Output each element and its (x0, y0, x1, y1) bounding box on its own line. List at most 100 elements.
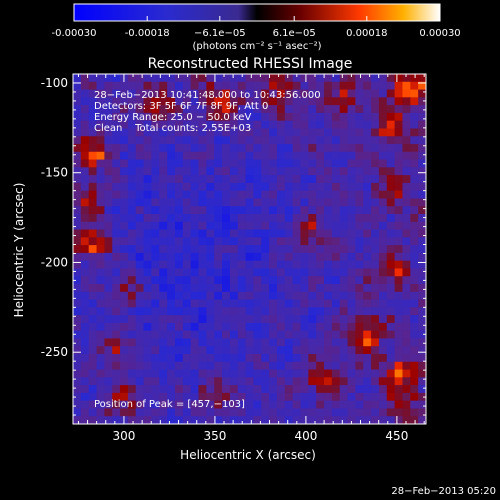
heatmap-cell (174, 346, 184, 355)
heatmap-cell (73, 385, 82, 394)
heatmap-cell (104, 260, 113, 269)
heatmap-cell (229, 159, 239, 168)
heatmap-cell (190, 361, 199, 370)
heatmap-cell (174, 105, 184, 114)
heatmap-cell (104, 315, 113, 324)
heatmap-cell (308, 198, 317, 207)
heatmap-cell (174, 284, 184, 293)
heatmap-cell (316, 159, 325, 168)
heatmap-cell (229, 167, 239, 176)
heatmap-cell (402, 377, 411, 386)
heatmap-cell (135, 284, 144, 293)
heatmap-cell (284, 214, 294, 223)
heatmap-cell (386, 400, 396, 409)
heatmap-cell (269, 416, 278, 424)
heatmap-cell (73, 221, 82, 230)
heatmap-cell (339, 229, 348, 238)
heatmap-cell (363, 182, 372, 192)
heatmap-cell (245, 291, 254, 300)
heatmap-cell (316, 151, 325, 160)
heatmap-cell (316, 346, 325, 355)
heatmap-cell (378, 221, 388, 230)
heatmap-cell (198, 237, 207, 246)
heatmap-cell (394, 354, 403, 363)
heatmap-cell (253, 159, 262, 168)
heatmap-cell (127, 416, 137, 424)
heatmap-cell (120, 190, 129, 199)
heatmap-cell (418, 245, 426, 254)
heatmap-cell (316, 377, 325, 386)
heatmap-cell (120, 307, 129, 316)
heatmap-cell (174, 245, 184, 254)
heatmap-cell (151, 322, 160, 332)
heatmap-cell (182, 291, 192, 300)
heatmap-cell (378, 276, 388, 285)
heatmap-cell (159, 214, 168, 223)
heatmap-cell (363, 151, 372, 160)
heatmap-cell (292, 284, 301, 293)
heatmap-cell (127, 214, 137, 223)
heatmap-cell (324, 214, 333, 223)
heatmap-cell (80, 190, 90, 199)
heatmap-cell (276, 81, 286, 90)
heatmap-cell (104, 252, 113, 262)
heatmap-cell (206, 120, 215, 129)
heatmap-cell (198, 276, 207, 285)
heatmap-cell (190, 299, 199, 308)
heatmap-cell (284, 299, 294, 308)
heatmap-cell (269, 369, 278, 378)
heatmap-cell (378, 361, 388, 370)
heatmap-cell (394, 81, 403, 90)
heatmap-cell (174, 128, 184, 137)
heatmap-cell (174, 252, 184, 262)
heatmap-cell (410, 89, 419, 98)
heatmap-cell (151, 159, 160, 168)
heatmap-cell (135, 268, 144, 277)
heatmap-cell (410, 214, 419, 223)
heatmap-cell (80, 245, 90, 254)
heatmap-cell (120, 400, 129, 409)
heatmap-cell (88, 136, 97, 145)
heatmap-cell (316, 136, 325, 145)
heatmap-cell (331, 167, 341, 176)
heatmap-cell (96, 245, 105, 254)
heatmap-cell (378, 229, 388, 238)
heatmap-cell (73, 198, 82, 207)
heatmap-cell (174, 369, 184, 378)
heatmap-cell (237, 214, 246, 223)
heatmap-cell (284, 167, 294, 176)
heatmap-cell (292, 392, 301, 402)
heatmap-cell (378, 291, 388, 300)
heatmap-cell (300, 190, 309, 199)
heatmap-cell (418, 190, 426, 199)
heatmap-cell (371, 346, 380, 355)
heatmap-cell (371, 291, 380, 300)
heatmap-cell (88, 260, 97, 269)
heatmap-cell (80, 89, 90, 98)
heatmap-cell (394, 120, 403, 129)
heatmap-cell (190, 120, 199, 129)
heatmap-cell (88, 322, 97, 332)
heatmap-cell (237, 322, 246, 332)
heatmap-cell (206, 299, 215, 308)
heatmap-cell (190, 245, 199, 254)
heatmap-cell (339, 198, 348, 207)
heatmap-cell (300, 245, 309, 254)
heatmap-cell (316, 330, 325, 339)
heatmap-cell (198, 144, 207, 153)
heatmap-cell (402, 252, 411, 262)
heatmap-cell (214, 299, 223, 308)
heatmap-cell (206, 144, 215, 153)
heatmap-cell (378, 400, 388, 409)
heatmap-cell (182, 245, 192, 254)
heatmap-cell (104, 81, 113, 90)
heatmap-cell (159, 330, 168, 339)
heatmap-cell (418, 74, 426, 83)
heatmap-cell (292, 105, 301, 114)
heatmap-cell (276, 322, 286, 332)
heatmap-cell (300, 105, 309, 114)
heatmap-cell (80, 385, 90, 394)
heatmap-cell (261, 74, 270, 83)
heatmap-cell (127, 105, 137, 114)
heatmap-cell (371, 260, 380, 269)
